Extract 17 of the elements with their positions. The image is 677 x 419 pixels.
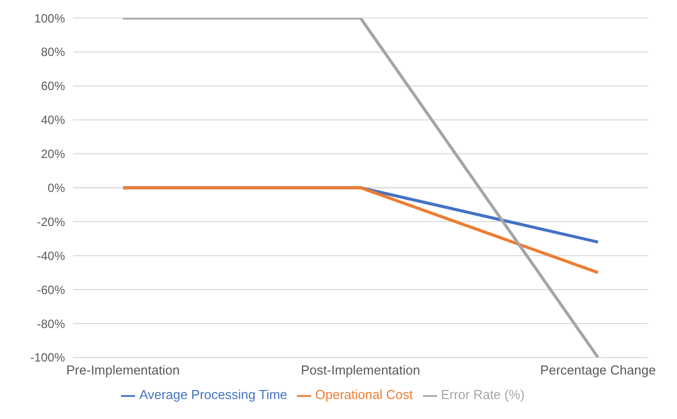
y-tick-label: 40%: [40, 113, 66, 128]
y-tick-label: 20%: [40, 147, 66, 162]
y-tick-label: -20%: [36, 214, 66, 229]
x-tick-label: Post-Implementation: [300, 362, 420, 378]
y-tick-label: 100%: [34, 11, 66, 26]
x-tick-label: Percentage Change: [540, 362, 656, 378]
legend-label: Operational Cost: [315, 387, 413, 402]
legend-label: Average Processing Time: [139, 387, 288, 402]
y-tick-label: -60%: [36, 282, 66, 297]
legend-label: Error Rate (%): [440, 387, 525, 402]
y-tick-label: -40%: [36, 248, 66, 263]
y-tick-label: -80%: [36, 316, 66, 331]
y-tick-label: -100%: [30, 350, 66, 365]
x-tick-label: Pre-Implementation: [66, 362, 180, 378]
y-tick-label: 60%: [40, 79, 66, 94]
y-tick-label: 80%: [40, 45, 66, 60]
y-tick-label: 0%: [48, 180, 66, 195]
